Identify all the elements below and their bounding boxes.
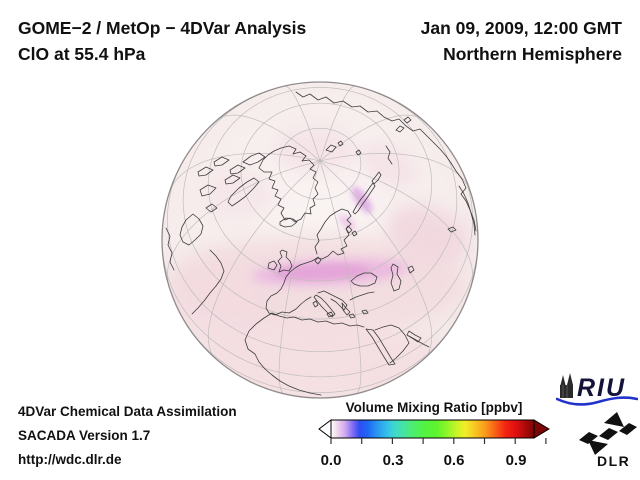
wdc-url-link[interactable]: http://wdc.dlr.de	[18, 452, 122, 467]
dlr-logo: DLR	[577, 411, 637, 474]
plot-region: Northern Hemisphere	[443, 44, 622, 64]
colorbar-underflow-arrow	[318, 419, 332, 439]
colorbar-ticks	[330, 438, 547, 444]
colorbar-label-0.6: 0.6	[443, 452, 465, 469]
credit-line1: 4DVar Chemical Data Assimilation	[18, 404, 237, 419]
plot-title-block: GOME−2 / MetOp − 4DVar Analysis ClO at 5…	[18, 15, 306, 67]
colorbar-gradient-bar	[330, 419, 535, 439]
colorbar-label-0.0: 0.0	[320, 452, 342, 469]
colorbar-label-0.3: 0.3	[382, 452, 404, 469]
riu-logo: RIU	[555, 372, 639, 411]
colorbar: Volume Mixing Ratio [ppbv] 0.0 0.3 0.6 0…	[318, 400, 550, 470]
river-wave-icon	[555, 396, 639, 406]
cathedral-icon	[560, 373, 573, 398]
colorbar-tick-labels: 0.0 0.3 0.6 0.9	[318, 450, 550, 470]
colorbar-label-0.9: 0.9	[505, 452, 527, 469]
colorbar-scale	[318, 419, 550, 444]
plot-title: GOME−2 / MetOp − 4DVar Analysis	[18, 18, 307, 38]
colorbar-title: Volume Mixing Ratio [ppbv]	[345, 400, 523, 415]
colorbar-overflow-arrow	[533, 419, 550, 439]
riu-logo-icon: RIU	[555, 373, 639, 406]
dlr-logo-text: DLR	[597, 453, 630, 469]
credit-block: 4DVar Chemical Data Assimilation SACADA …	[18, 400, 237, 472]
plot-date: Jan 09, 2009, 12:00 GMT	[420, 18, 622, 38]
plot-date-block: Jan 09, 2009, 12:00 GMT Northern Hemisph…	[421, 15, 622, 67]
credit-line2: SACADA Version 1.7	[18, 428, 151, 443]
plot-subtitle: ClO at 55.4 hPa	[18, 44, 146, 64]
dlr-logo-icon: DLR	[579, 412, 637, 469]
dlr-emblem-icon	[579, 412, 637, 455]
